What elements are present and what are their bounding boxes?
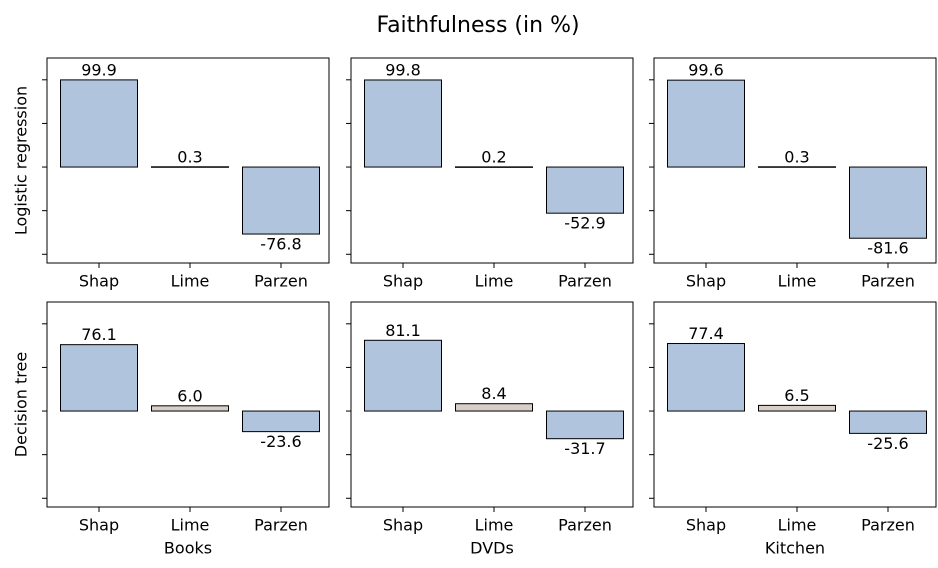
x-tick-label: Lime bbox=[475, 272, 514, 291]
value-label: -23.6 bbox=[260, 432, 301, 451]
column-label: DVDs bbox=[470, 539, 514, 558]
value-label: 8.4 bbox=[481, 384, 506, 403]
bar bbox=[364, 339, 442, 412]
row-label: Logistic regression bbox=[12, 86, 31, 235]
x-tick-label: Lime bbox=[778, 272, 817, 291]
value-label: -52.9 bbox=[564, 214, 605, 233]
value-label: 99.8 bbox=[385, 60, 421, 79]
value-label: 0.3 bbox=[784, 147, 809, 166]
bar bbox=[758, 404, 836, 412]
value-label: -25.6 bbox=[867, 434, 908, 453]
x-tick-label: Shap bbox=[79, 272, 119, 291]
x-tick-label: Parzen bbox=[558, 516, 612, 535]
value-label: -31.7 bbox=[564, 439, 605, 458]
value-label: -76.8 bbox=[260, 235, 301, 254]
panel-frame bbox=[350, 301, 634, 508]
bar bbox=[667, 79, 745, 168]
x-tick-label: Lime bbox=[778, 516, 817, 535]
x-tick-label: Parzen bbox=[558, 272, 612, 291]
column-label: Books bbox=[164, 539, 212, 558]
bar bbox=[455, 166, 533, 168]
x-tick-label: Lime bbox=[171, 272, 210, 291]
x-tick-label: Parzen bbox=[254, 272, 308, 291]
x-tick-label: Lime bbox=[475, 516, 514, 535]
value-label: 76.1 bbox=[81, 325, 117, 344]
panel-frame bbox=[653, 301, 937, 508]
value-label: 6.0 bbox=[177, 386, 202, 405]
x-tick-label: Parzen bbox=[861, 272, 915, 291]
bar bbox=[546, 166, 624, 214]
bar bbox=[151, 166, 229, 168]
column-label: Kitchen bbox=[765, 539, 825, 558]
value-label: 6.5 bbox=[784, 386, 809, 405]
x-tick-label: Parzen bbox=[254, 516, 308, 535]
panel-frame bbox=[46, 301, 330, 508]
bar bbox=[849, 166, 927, 239]
x-tick-label: Shap bbox=[383, 272, 423, 291]
bar bbox=[60, 344, 138, 412]
x-tick-label: Shap bbox=[686, 272, 726, 291]
panel-frame bbox=[46, 57, 330, 264]
x-tick-label: Parzen bbox=[861, 516, 915, 535]
x-tick-label: Shap bbox=[686, 516, 726, 535]
value-label: 0.3 bbox=[177, 147, 202, 166]
bar bbox=[455, 403, 533, 412]
bar bbox=[242, 166, 320, 235]
value-label: 81.1 bbox=[385, 321, 421, 340]
value-label: -81.6 bbox=[867, 239, 908, 258]
x-tick-label: Lime bbox=[171, 516, 210, 535]
value-label: 0.2 bbox=[481, 147, 506, 166]
bar bbox=[849, 410, 927, 434]
bar bbox=[60, 79, 138, 168]
value-label: 99.6 bbox=[688, 61, 724, 80]
bar bbox=[364, 79, 442, 168]
bar bbox=[242, 410, 320, 433]
panel-frame bbox=[653, 57, 937, 264]
x-tick-label: Shap bbox=[79, 516, 119, 535]
value-label: 99.9 bbox=[81, 60, 117, 79]
x-tick-label: Shap bbox=[383, 516, 423, 535]
value-label: 77.4 bbox=[688, 324, 724, 343]
bar bbox=[546, 410, 624, 440]
figure-title: Faithfulness (in %) bbox=[376, 13, 579, 38]
bar bbox=[667, 343, 745, 412]
panel-frame bbox=[350, 57, 634, 264]
bar bbox=[151, 405, 229, 412]
bar bbox=[758, 166, 836, 168]
row-label: Decision tree bbox=[12, 352, 31, 457]
